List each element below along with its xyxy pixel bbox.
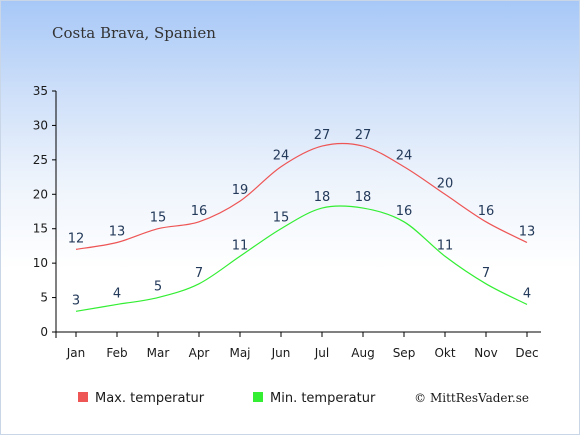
data-label-max: 24 <box>273 149 290 164</box>
y-tick-label: 10 <box>33 256 48 270</box>
data-label-max: 13 <box>519 224 536 239</box>
y-tick-label: 0 <box>40 325 48 339</box>
x-tick-label: Jul <box>314 346 329 360</box>
legend-swatch-min <box>253 392 263 402</box>
data-label-min: 16 <box>396 204 413 219</box>
data-label-max: 15 <box>150 211 167 226</box>
series-line-max <box>75 142 528 250</box>
legend-label-max: Max. temperatur <box>95 391 205 406</box>
x-tick-label: Feb <box>106 346 127 360</box>
data-label-max: 20 <box>437 176 454 191</box>
data-label-min: 7 <box>195 266 203 281</box>
series-line-min <box>75 205 528 312</box>
x-tick-label: Mar <box>147 346 170 360</box>
x-tick-label: Sep <box>393 346 416 360</box>
x-tick-label: Maj <box>229 346 250 360</box>
y-tick-label: 20 <box>33 187 48 201</box>
chart-title: Costa Brava, Spanien <box>52 24 216 42</box>
legend-swatch-max <box>78 392 88 402</box>
data-label-max: 19 <box>232 183 249 198</box>
data-label-min: 7 <box>482 266 490 281</box>
y-tick-label: 15 <box>33 222 48 236</box>
data-label-min: 3 <box>72 293 80 308</box>
data-label-max: 12 <box>68 231 85 246</box>
y-tick-label: 35 <box>33 84 48 98</box>
x-tick-label: Apr <box>189 346 210 360</box>
data-label-min: 11 <box>437 238 454 253</box>
y-tick-label: 5 <box>40 291 48 305</box>
data-label-min: 4 <box>523 286 531 301</box>
data-label-min: 5 <box>154 280 162 295</box>
data-label-max: 16 <box>478 204 495 219</box>
data-label-min: 15 <box>273 211 290 226</box>
y-tick-label: 30 <box>33 118 48 132</box>
x-tick-label: Jun <box>271 346 291 360</box>
data-label-max: 13 <box>109 224 126 239</box>
data-label-max: 24 <box>396 149 413 164</box>
x-tick-label: Dec <box>515 346 538 360</box>
legend: Max. temperatur Min. temperatur <box>78 391 376 406</box>
data-label-max: 27 <box>314 128 331 143</box>
data-label-max: 16 <box>191 204 208 219</box>
credit-text: © MittResVader.se <box>414 391 529 405</box>
x-tick-label: Aug <box>351 346 374 360</box>
data-label-min: 18 <box>314 190 331 205</box>
series-layer <box>75 142 528 312</box>
data-label-min: 18 <box>355 190 372 205</box>
x-tick-label: Jan <box>66 346 86 360</box>
data-label-min: 11 <box>232 238 249 253</box>
legend-label-min: Min. temperatur <box>270 391 376 406</box>
x-tick-label: Nov <box>474 346 497 360</box>
data-label-min: 4 <box>113 286 121 301</box>
data-labels: 12 13 15 16 19 24 27 27 24 20 16 13 3 4 5 7 11 15 18 18 16 11… <box>68 128 536 308</box>
y-tick-label: 25 <box>33 153 48 167</box>
x-tick-label: Okt <box>434 346 455 360</box>
data-label-max: 27 <box>355 128 372 143</box>
